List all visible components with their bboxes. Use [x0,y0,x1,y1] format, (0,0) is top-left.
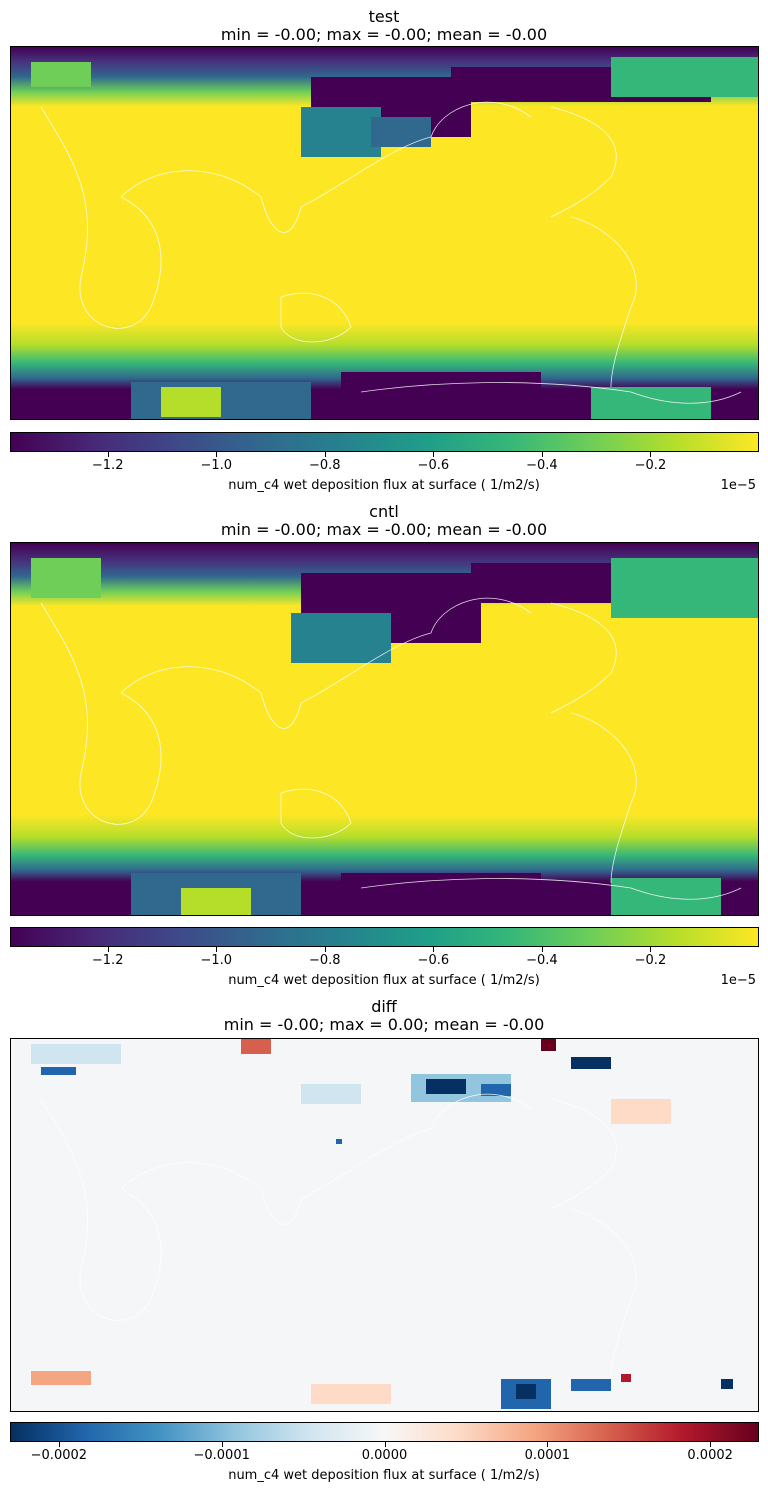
colorbar-tick-label: −0.0002 [30,1448,88,1463]
patch [426,1079,466,1094]
patch [571,1057,611,1069]
chart-title: cntl [369,502,399,521]
colorbar-tick-label: 0.0000 [361,1448,408,1463]
colorbar-tick [541,947,543,952]
patch [516,1384,536,1399]
colorbar-tick-label: −0.2 [634,458,667,473]
patch [611,558,758,618]
colorbar-tick-label: −0.4 [526,458,558,473]
chart-title: diff [371,997,397,1016]
patch [721,1379,733,1389]
chart-subtitle: min = -0.00; max = 0.00; mean = -0.00 [223,1015,545,1034]
patch [31,1044,121,1064]
colorbar-tick-label: −0.8 [309,458,341,473]
colorbar-tick-label: −0.6 [417,458,450,473]
colorbar-tick [324,452,326,457]
patch [611,57,758,97]
patch [31,558,101,598]
map-svg [11,1039,758,1411]
chart-subtitle: min = -0.00; max = -0.00; mean = -0.00 [220,520,548,539]
colorbar-tick-label: −1.0 [200,953,233,968]
map-svg [11,543,758,915]
colorbar-tick-label: −1.2 [91,953,124,968]
chart-title: test [368,7,400,26]
patch [621,1374,631,1382]
patch [31,62,91,87]
colorbar-tick [650,947,652,952]
patch [611,878,721,915]
northern-low-patches [31,57,758,157]
colorbar-label: num_c4 wet deposition flux at surface ( … [228,973,540,988]
coastlines [40,597,742,900]
heatmap-map [10,542,759,916]
colorbar-tick [107,452,109,457]
coastlines [40,1093,637,1380]
colorbar-tick-label: −1.0 [200,458,233,473]
colorbar-tick [324,947,326,952]
patch [371,117,431,147]
colorbar-tick-label: 0.0002 [687,1448,733,1463]
southern-low-patches [131,873,721,915]
colorbar-ticks: −1.2 −1.0 −0.8 −0.6 −0.4 −0.2 [10,947,759,969]
colorbar-tick [384,1442,386,1447]
colorbar [10,927,759,947]
colorbar-tick [107,947,109,952]
patch [241,1039,271,1054]
colorbar-label: num_c4 wet deposition flux at surface ( … [228,478,540,493]
patch [571,1379,611,1391]
colorbar-tick [541,452,543,457]
colorbar-tick [547,1442,549,1447]
colorbar-tick [433,452,435,457]
patch [41,1067,76,1075]
patch [181,888,251,915]
patch [541,1039,556,1051]
colorbar-tick-label: −0.4 [526,953,558,968]
colorbar-tick [216,452,218,457]
colorbar [10,432,759,452]
colorbar [10,1422,759,1442]
colorbar-tick-label: −1.2 [91,458,124,473]
patch [341,372,541,419]
colorbar-tick [433,947,435,952]
patch [301,107,381,157]
patch [161,387,221,417]
colorbar-tick [58,1442,60,1447]
patch [336,1139,342,1144]
colorbar-ticks: −1.2 −1.0 −0.8 −0.6 −0.4 −0.2 [10,452,759,474]
heatmap-map [10,1038,759,1412]
colorbar-offset: 1e−5 [720,478,756,493]
patch [611,1099,671,1124]
southern-low-patches [131,372,711,419]
colorbar-label: num_c4 wet deposition flux at surface ( … [228,1468,540,1483]
patch [301,1084,361,1104]
colorbar-tick-label: −0.0001 [193,1448,250,1463]
colorbar-tick [221,1442,223,1447]
colorbar-tick-label: −0.2 [634,953,667,968]
patch [291,613,391,663]
patch [31,1371,91,1385]
patch [311,1384,391,1404]
colorbar-tick-label: −0.6 [417,953,450,968]
diff-patches [31,1039,733,1409]
coastlines [40,101,742,404]
northern-low-patches [31,558,758,663]
colorbar-tick [650,452,652,457]
patch [341,873,541,915]
map-svg [11,47,758,419]
colorbar-ticks: −0.0002 −0.0001 0.0000 0.0001 0.0002 [10,1442,759,1464]
colorbar-tick [710,1442,712,1447]
colorbar-tick-label: 0.0001 [524,1448,571,1463]
chart-subtitle: min = -0.00; max = -0.00; mean = -0.00 [220,25,548,44]
colorbar-tick [216,947,218,952]
colorbar-offset: 1e−5 [720,973,756,988]
colorbar-tick-label: −0.8 [309,953,341,968]
patch [481,1084,511,1096]
heatmap-map [10,46,759,420]
